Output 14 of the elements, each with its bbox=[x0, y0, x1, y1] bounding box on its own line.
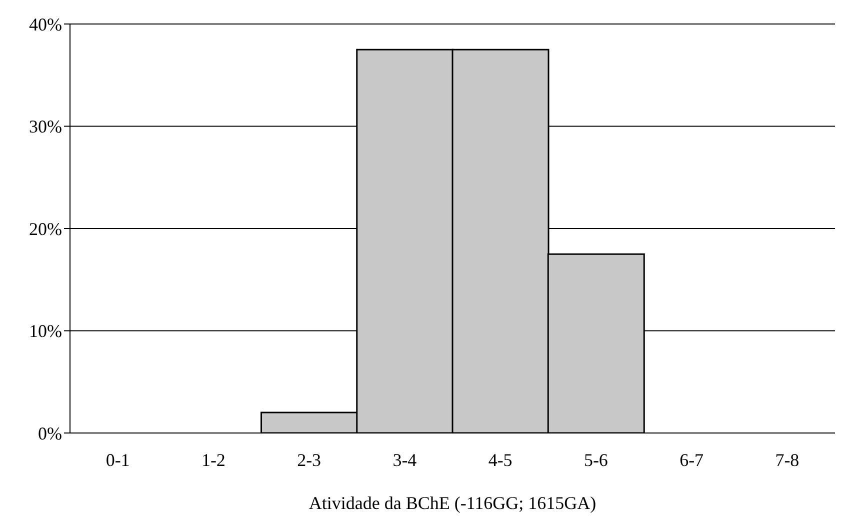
y-tick-label: 40% bbox=[29, 14, 62, 34]
x-tick-label: 4-5 bbox=[488, 450, 512, 470]
x-tick-label: 3-4 bbox=[392, 450, 417, 470]
y-tick-label: 30% bbox=[29, 116, 62, 137]
x-tick-label: 2-3 bbox=[297, 450, 322, 470]
x-tick-label: 7-8 bbox=[775, 450, 800, 470]
x-tick-label: 0-1 bbox=[106, 450, 130, 470]
x-tick-label: 5-6 bbox=[584, 450, 608, 470]
x-tick-label: 6-7 bbox=[680, 450, 704, 470]
y-tick-label: 20% bbox=[29, 218, 62, 239]
y-tick-label: 10% bbox=[29, 321, 62, 342]
x-axis-title: Atividade da BChE (-116GG; 1615GA) bbox=[308, 493, 596, 513]
y-tick-label: 0% bbox=[38, 423, 62, 444]
x-tick-label: 1-2 bbox=[201, 450, 226, 470]
